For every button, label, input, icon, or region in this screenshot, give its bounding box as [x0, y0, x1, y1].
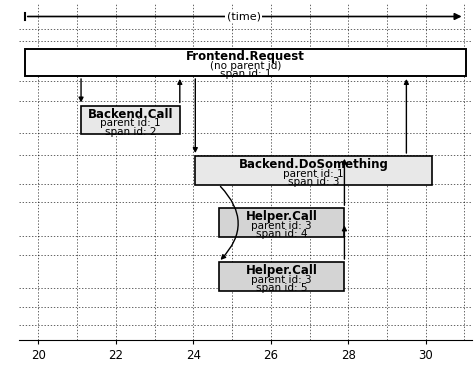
Text: span id: 1: span id: 1	[219, 70, 271, 80]
Bar	[25, 49, 466, 76]
Text: span id: 5: span id: 5	[255, 283, 307, 293]
Text: Helper.Call: Helper.Call	[245, 210, 317, 223]
Text: (no parent id): (no parent id)	[209, 61, 281, 71]
Text: span id: 2: span id: 2	[104, 127, 156, 137]
Text: parent id: 3: parent id: 3	[251, 275, 311, 285]
Bar	[218, 262, 344, 291]
Bar	[218, 208, 344, 237]
Text: parent id: 1: parent id: 1	[100, 118, 160, 128]
Text: Backend.DoSomething: Backend.DoSomething	[238, 158, 387, 171]
Text: parent id: 3: parent id: 3	[251, 221, 311, 231]
Text: Frontend.Request: Frontend.Request	[186, 50, 305, 63]
Text: (time): (time)	[226, 11, 260, 21]
Bar	[195, 156, 431, 185]
Text: Helper.Call: Helper.Call	[245, 264, 317, 277]
Text: span id: 3: span id: 3	[287, 177, 338, 187]
Text: span id: 4: span id: 4	[255, 229, 307, 239]
Bar	[81, 105, 179, 134]
Text: parent id: 1: parent id: 1	[283, 169, 343, 179]
Text: Backend.Call: Backend.Call	[88, 108, 173, 121]
